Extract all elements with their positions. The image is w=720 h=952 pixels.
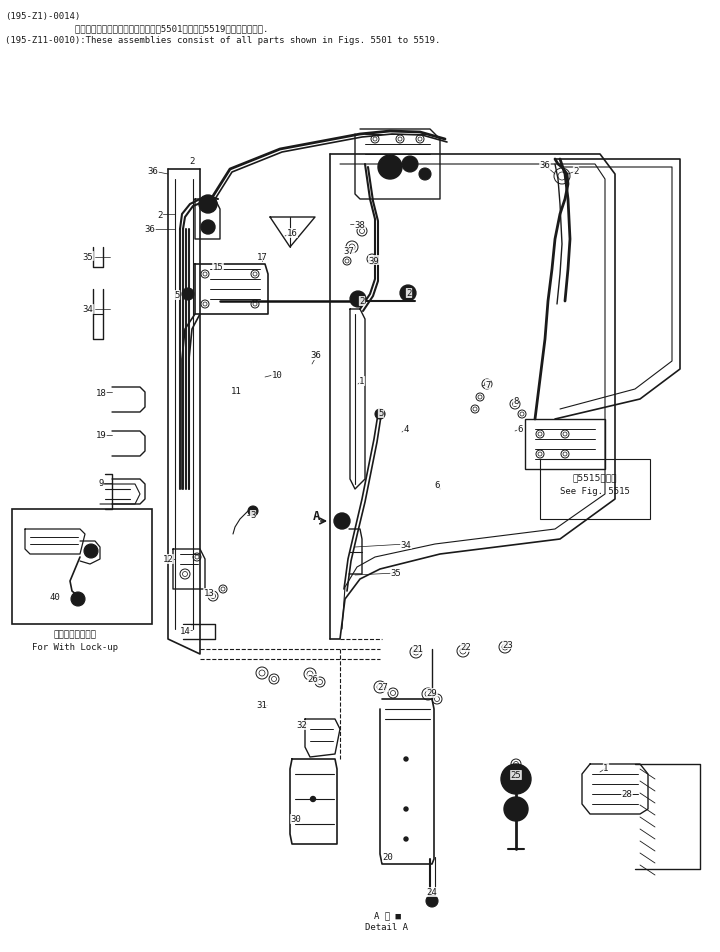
Text: 1: 1	[603, 764, 608, 773]
Text: 40: 40	[50, 593, 60, 602]
Circle shape	[182, 288, 194, 301]
Circle shape	[375, 409, 385, 420]
Bar	[12, 509, 152, 625]
Text: 6: 6	[434, 481, 440, 490]
Text: (195-Z11-0010):These assemblies consist of all parts shown in Figs. 5501 to 5519: (195-Z11-0010):These assemblies consist …	[5, 36, 441, 45]
Text: 2: 2	[189, 157, 194, 167]
Text: 25: 25	[510, 771, 521, 780]
Text: 18: 18	[96, 388, 107, 397]
Text: 36: 36	[310, 351, 321, 360]
Text: 32: 32	[297, 721, 307, 730]
Circle shape	[400, 286, 416, 302]
Text: 31: 31	[256, 701, 267, 710]
Text: 7: 7	[485, 380, 491, 389]
Circle shape	[310, 797, 315, 802]
Text: (195-Z1)-0014): (195-Z1)-0014)	[5, 12, 80, 21]
Text: 6: 6	[517, 425, 523, 434]
Circle shape	[402, 157, 418, 173]
Text: 5: 5	[378, 409, 384, 418]
Text: 15: 15	[212, 262, 223, 271]
Text: 2: 2	[573, 168, 579, 176]
Circle shape	[404, 757, 408, 762]
Circle shape	[404, 807, 408, 811]
Text: 21: 21	[413, 645, 423, 654]
Text: 19: 19	[96, 431, 107, 440]
Bar	[540, 460, 650, 520]
Text: 20: 20	[382, 853, 393, 862]
Circle shape	[508, 771, 524, 787]
Text: 34: 34	[83, 306, 94, 314]
Text: 23: 23	[503, 640, 513, 649]
Circle shape	[334, 513, 350, 529]
Text: 4: 4	[403, 425, 409, 434]
Text: 第5515図参照: 第5515図参照	[572, 473, 617, 482]
Text: 24: 24	[427, 887, 437, 897]
Text: A 部 ■: A 部 ■	[374, 910, 400, 920]
Circle shape	[199, 196, 217, 214]
Text: 35: 35	[391, 569, 401, 578]
Circle shape	[350, 291, 366, 307]
Text: 26: 26	[307, 675, 318, 684]
Text: 11: 11	[230, 387, 241, 396]
Text: 10: 10	[271, 370, 282, 379]
Text: For With Lock-up: For With Lock-up	[32, 642, 118, 651]
Circle shape	[504, 797, 528, 822]
Circle shape	[84, 545, 98, 559]
Text: 3: 3	[251, 511, 256, 520]
Circle shape	[404, 837, 408, 842]
Text: 37: 37	[343, 248, 354, 256]
Text: 17: 17	[256, 252, 267, 261]
Text: 28: 28	[621, 789, 632, 799]
Text: 2: 2	[157, 210, 163, 219]
Text: 8: 8	[513, 397, 518, 407]
Text: 34: 34	[400, 540, 411, 549]
Text: 29: 29	[427, 689, 437, 698]
Text: 36: 36	[148, 168, 158, 176]
Text: 38: 38	[355, 220, 365, 229]
Text: See Fig. 5515: See Fig. 5515	[560, 487, 630, 496]
Text: 5: 5	[174, 291, 180, 300]
Circle shape	[71, 592, 85, 606]
Text: 36: 36	[145, 226, 156, 234]
Text: 2: 2	[359, 297, 365, 307]
Text: 30: 30	[291, 815, 302, 823]
Text: 9: 9	[99, 479, 104, 488]
Text: A: A	[313, 510, 320, 523]
Text: 22: 22	[461, 643, 472, 652]
Text: 36: 36	[539, 161, 550, 170]
Text: 13: 13	[204, 589, 215, 598]
Circle shape	[501, 764, 531, 794]
Circle shape	[204, 201, 212, 208]
Text: 36: 36	[310, 351, 321, 360]
Bar	[525, 420, 605, 469]
Text: 39: 39	[369, 256, 379, 266]
Text: 12: 12	[163, 555, 174, 564]
Circle shape	[248, 506, 258, 516]
Text: 1: 1	[359, 377, 365, 387]
Text: ロックアップ付用: ロックアップ付用	[53, 630, 96, 639]
Circle shape	[201, 221, 215, 235]
Text: 2: 2	[406, 289, 412, 298]
Text: これらのアセンブリの構成部品は第5501図から第5519図まで含みます.: これらのアセンブリの構成部品は第5501図から第5519図まで含みます.	[5, 24, 269, 33]
Text: 35: 35	[83, 252, 94, 261]
Text: 16: 16	[287, 229, 297, 238]
Circle shape	[378, 156, 402, 180]
Text: 14: 14	[179, 625, 190, 635]
Text: Detail A: Detail A	[366, 922, 408, 931]
Text: 27: 27	[377, 683, 388, 692]
Circle shape	[426, 895, 438, 907]
Circle shape	[419, 169, 431, 181]
